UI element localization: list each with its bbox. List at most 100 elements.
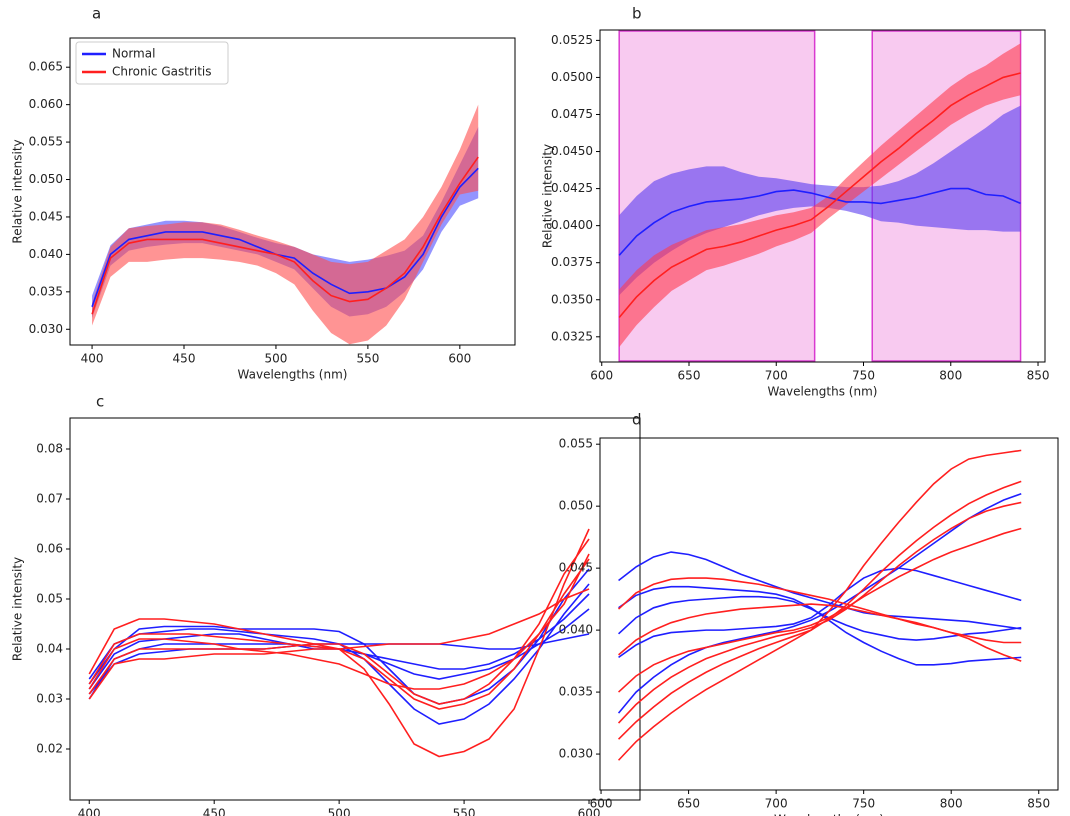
panel-title: c — [96, 393, 104, 411]
series-line — [618, 567, 1022, 659]
y-tick-label: 0.07 — [36, 492, 63, 506]
y-tick-label: 0.0325 — [551, 329, 593, 343]
series-line — [618, 72, 1021, 319]
series-line — [618, 603, 1022, 662]
y-tick-label: 0.055 — [559, 437, 593, 451]
y-tick-label: 0.03 — [36, 692, 63, 706]
y-tick-label: 0.06 — [36, 542, 63, 556]
y-tick-label: 0.0350 — [551, 292, 593, 306]
panel-title: a — [92, 5, 101, 23]
series-line — [88, 558, 590, 710]
y-tick-label: 0.040 — [559, 623, 593, 637]
plot-area — [91, 104, 479, 345]
panel: 400 450 500 550 600 0.02 0.03 0.04 0.05 0.06 0.07 0… — [11, 393, 641, 816]
y-tick-label: 0.08 — [36, 442, 63, 456]
x-tick-label: 800 — [940, 797, 963, 811]
axes-frame — [69, 37, 516, 346]
x-axis-label: Wavelengths (nm) — [768, 385, 878, 399]
series-line — [618, 577, 1022, 644]
x-tick-label: 850 — [1027, 369, 1050, 383]
x-tick-label: 850 — [1027, 797, 1050, 811]
legend-label: Normal — [112, 47, 155, 61]
series-line — [88, 538, 590, 705]
x-tick-label: 400 — [78, 807, 101, 816]
band — [619, 43, 1021, 348]
y-tick-label: 0.0400 — [551, 218, 593, 232]
series-line — [88, 593, 590, 700]
panel: 600 650 700 750 800 850 0.0325 0.0350 0.0375 0.04… — [541, 5, 1050, 399]
series-line — [618, 527, 1022, 693]
y-tick-label: 0.05 — [36, 592, 63, 606]
x-tick-label: 600 — [578, 807, 601, 816]
band — [619, 105, 1021, 296]
y-tick-label: 0.035 — [29, 284, 63, 298]
series-line — [88, 568, 590, 705]
y-tick-label: 0.045 — [559, 561, 593, 575]
y-tick-label: 0.030 — [29, 322, 63, 336]
series-line — [618, 585, 1022, 666]
x-tick-label: 600 — [590, 369, 613, 383]
y-tick-label: 0.050 — [29, 172, 63, 186]
series-line — [88, 528, 590, 758]
y-tick-label: 0.060 — [29, 97, 63, 111]
series-line — [617, 493, 1022, 714]
y-tick-label: 0.0525 — [551, 33, 593, 47]
x-tick-label: 700 — [765, 369, 788, 383]
x-tick-label: 450 — [203, 807, 226, 816]
y-tick-label: 0.04 — [36, 642, 63, 656]
y-tick-label: 0.02 — [36, 742, 63, 756]
x-tick-label: 750 — [852, 369, 875, 383]
y-axis-label: Relative intensity — [11, 557, 25, 661]
y-tick-label: 0.040 — [29, 247, 63, 261]
axes-frame — [599, 437, 1059, 791]
x-tick-label: 800 — [939, 369, 962, 383]
x-tick-label: 550 — [356, 352, 379, 366]
y-tick-label: 0.050 — [559, 499, 593, 513]
y-tick-label: 0.035 — [559, 685, 593, 699]
panel-title: d — [632, 411, 642, 429]
axes-frame — [599, 29, 1046, 363]
series-line — [618, 187, 1021, 256]
legend-box — [75, 41, 229, 85]
series-line — [91, 167, 479, 308]
x-tick-label: 400 — [81, 352, 104, 366]
plot-area — [88, 528, 590, 758]
y-tick-label: 0.055 — [29, 135, 63, 149]
y-tick-label: 0.0450 — [551, 144, 593, 158]
y-axis-label: Relative intensity — [11, 139, 25, 243]
y-tick-label: 0.045 — [29, 209, 63, 223]
plot-area — [617, 449, 1022, 761]
x-tick-label: 600 — [448, 352, 471, 366]
series-line — [618, 595, 1022, 641]
x-tick-label: 750 — [852, 797, 875, 811]
y-tick-label: 0.0425 — [551, 181, 593, 195]
x-axis-label: Wavelengths (nm) — [774, 813, 884, 816]
x-tick-label: 700 — [765, 797, 788, 811]
y-tick-label: 0.0475 — [551, 107, 593, 121]
panel: 600 650 700 750 800 850 0.030 0.035 0.040 0.045 0.… — [559, 411, 1059, 816]
y-tick-label: 0.030 — [559, 747, 593, 761]
y-axis-label: Relative intensity — [541, 144, 555, 248]
panel: 400 450 500 550 600 0.030 0.035 0.040 0.045 0.050… — [11, 5, 516, 382]
x-tick-label: 650 — [677, 797, 700, 811]
x-tick-label: 600 — [590, 797, 613, 811]
legend-label: Chronic Gastritis — [112, 65, 212, 79]
plot-area — [618, 30, 1022, 362]
y-tick-label: 0.0500 — [551, 70, 593, 84]
series-line — [88, 553, 590, 690]
x-tick-label: 500 — [264, 352, 287, 366]
x-axis-label: Wavelengths (nm) — [238, 368, 348, 382]
series-line — [618, 551, 1022, 630]
y-tick-label: 0.0375 — [551, 255, 593, 269]
x-tick-label: 650 — [678, 369, 701, 383]
axes-frame — [69, 417, 641, 801]
series-line — [91, 156, 479, 315]
x-tick-label: 500 — [328, 807, 351, 816]
band — [92, 104, 479, 345]
y-tick-label: 0.065 — [29, 60, 63, 74]
series-line — [617, 480, 1022, 740]
x-tick-label: 550 — [453, 807, 476, 816]
panel-title: b — [632, 5, 642, 23]
x-tick-label: 450 — [173, 352, 196, 366]
